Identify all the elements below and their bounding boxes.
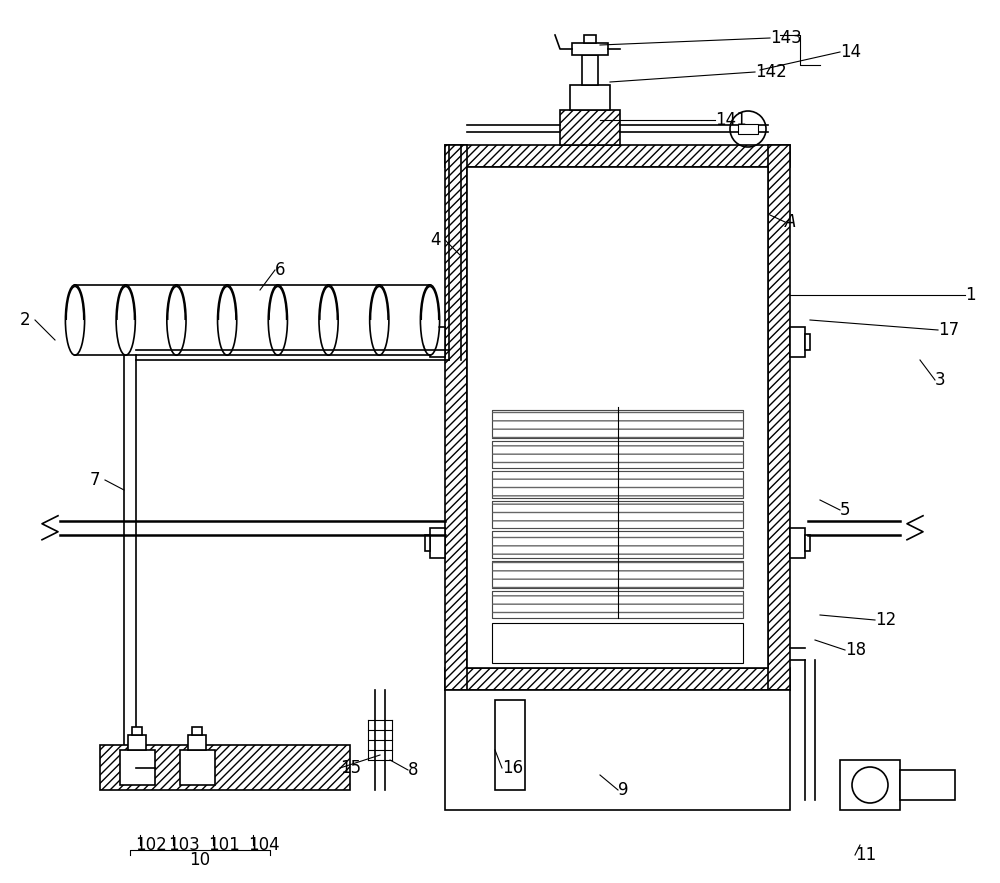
Ellipse shape bbox=[320, 286, 337, 354]
Text: 141: 141 bbox=[715, 111, 747, 129]
Ellipse shape bbox=[421, 286, 439, 354]
Bar bbox=[768, 145, 790, 690]
Text: 18: 18 bbox=[845, 641, 866, 659]
Bar bbox=[584, 35, 596, 43]
Bar bbox=[180, 750, 215, 785]
Bar bbox=[790, 528, 805, 558]
Ellipse shape bbox=[219, 286, 236, 354]
Text: 2: 2 bbox=[20, 311, 31, 329]
Bar bbox=[492, 561, 743, 588]
Bar bbox=[445, 145, 467, 690]
Bar bbox=[492, 591, 743, 618]
Bar bbox=[445, 145, 790, 167]
Bar bbox=[492, 501, 743, 528]
Bar bbox=[445, 668, 790, 690]
Bar bbox=[120, 750, 155, 785]
Bar bbox=[132, 727, 142, 735]
Bar bbox=[430, 328, 445, 358]
Bar bbox=[425, 535, 430, 551]
Bar bbox=[560, 110, 620, 145]
Ellipse shape bbox=[269, 286, 286, 354]
Ellipse shape bbox=[371, 286, 388, 354]
Text: 11: 11 bbox=[855, 846, 876, 864]
Text: 7: 7 bbox=[90, 471, 100, 489]
Bar bbox=[738, 124, 758, 134]
Text: 9: 9 bbox=[618, 781, 629, 799]
Bar bbox=[492, 591, 743, 618]
Bar bbox=[492, 411, 743, 438]
Bar bbox=[128, 735, 146, 750]
Text: 10: 10 bbox=[189, 851, 211, 869]
Bar bbox=[840, 760, 900, 810]
Bar bbox=[492, 411, 743, 438]
Bar bbox=[492, 471, 743, 498]
Text: 102: 102 bbox=[135, 836, 167, 854]
Bar bbox=[492, 471, 743, 498]
Text: 17: 17 bbox=[938, 321, 959, 339]
Text: 16: 16 bbox=[502, 759, 523, 777]
Bar bbox=[467, 167, 768, 668]
Bar bbox=[900, 770, 955, 800]
Bar bbox=[570, 85, 610, 110]
Text: 103: 103 bbox=[168, 836, 200, 854]
Text: 15: 15 bbox=[340, 759, 361, 777]
Text: 5: 5 bbox=[840, 501, 850, 519]
Bar bbox=[582, 55, 598, 85]
Bar bbox=[805, 335, 810, 351]
Text: A: A bbox=[785, 213, 796, 231]
Bar bbox=[492, 531, 743, 558]
Bar bbox=[188, 735, 206, 750]
Text: 101: 101 bbox=[208, 836, 240, 854]
Bar bbox=[445, 690, 790, 810]
Bar bbox=[572, 43, 608, 55]
Bar bbox=[100, 745, 350, 790]
Ellipse shape bbox=[168, 286, 185, 354]
Text: 3: 3 bbox=[935, 371, 946, 389]
Text: 4: 4 bbox=[430, 231, 440, 249]
Bar bbox=[492, 531, 743, 558]
Bar bbox=[492, 623, 743, 663]
Bar bbox=[495, 700, 525, 790]
Text: 104: 104 bbox=[248, 836, 280, 854]
Text: 1: 1 bbox=[965, 286, 976, 304]
Text: 6: 6 bbox=[275, 261, 286, 279]
Bar bbox=[492, 441, 743, 468]
Bar bbox=[805, 535, 810, 551]
Text: 8: 8 bbox=[408, 761, 418, 779]
Bar bbox=[492, 441, 743, 468]
Text: 143: 143 bbox=[770, 29, 802, 47]
Ellipse shape bbox=[66, 286, 84, 354]
Text: 142: 142 bbox=[755, 63, 787, 81]
Bar bbox=[430, 528, 445, 558]
Bar bbox=[492, 501, 743, 528]
Bar bbox=[192, 727, 202, 735]
Text: 12: 12 bbox=[875, 611, 896, 629]
Text: 14: 14 bbox=[840, 43, 861, 61]
Bar bbox=[492, 561, 743, 588]
Bar bbox=[790, 328, 805, 358]
Ellipse shape bbox=[117, 286, 134, 354]
Bar bbox=[425, 335, 430, 351]
